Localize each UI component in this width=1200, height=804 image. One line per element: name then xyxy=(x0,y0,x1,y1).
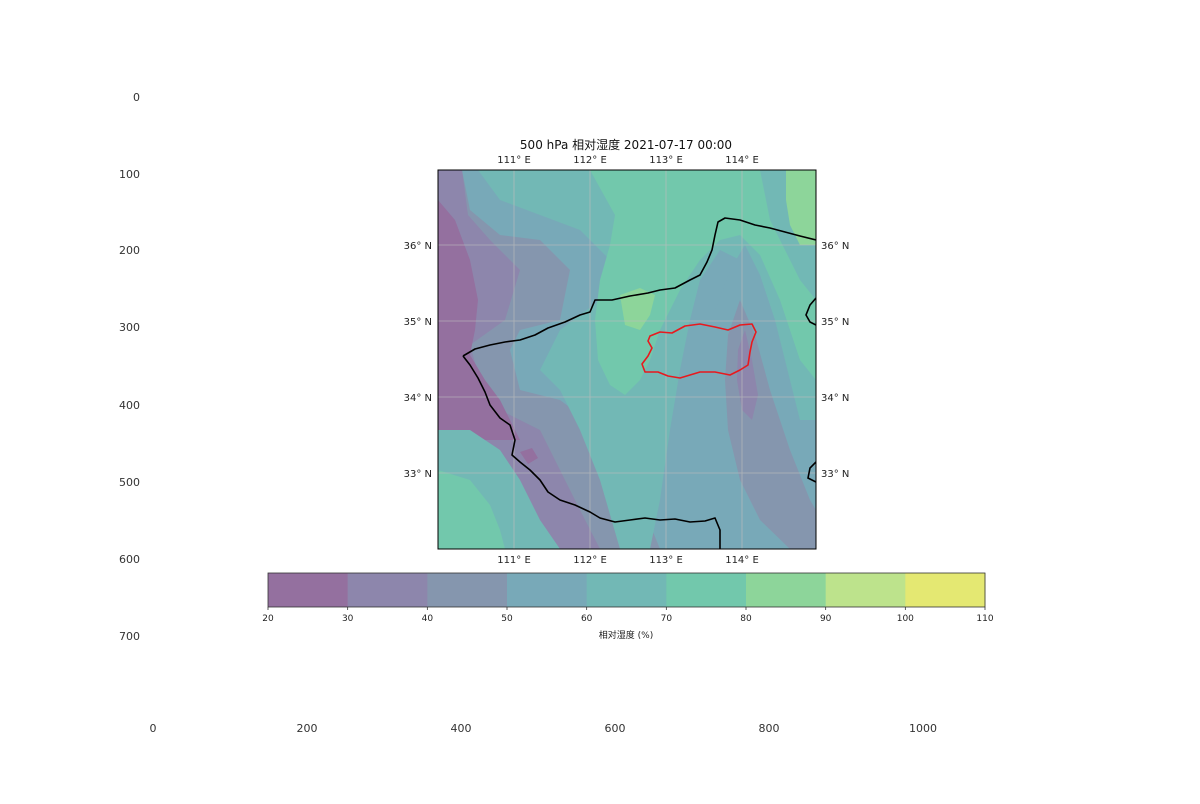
colorbar-swatch xyxy=(347,573,428,607)
colorbar-label: 相对湿度 (%) xyxy=(599,629,653,641)
colorbar-swatch xyxy=(268,573,349,607)
outer-x-tick: 1000 xyxy=(909,722,937,735)
colorbar-swatches xyxy=(268,573,986,607)
contour-band-80-90-center xyxy=(620,288,655,330)
lon-tick-bottom: 114° E xyxy=(725,555,759,566)
colorbar-swatch xyxy=(507,573,588,607)
colorbar-tick-label: 80 xyxy=(740,614,752,624)
lon-tick-top: 112° E xyxy=(573,155,607,166)
lat-tick-left: 35° N xyxy=(404,317,432,328)
contour-band-70-80-sw xyxy=(438,470,505,549)
colorbar-swatch xyxy=(586,573,667,607)
contour-band-20-30-small xyxy=(520,448,538,464)
province-boundary-north xyxy=(462,217,816,357)
graticule xyxy=(438,170,816,549)
colorbar-frame xyxy=(267,572,986,608)
map-panel xyxy=(437,169,817,550)
colorbar-swatch xyxy=(666,573,747,607)
lat-tick-left: 36° N xyxy=(404,241,432,252)
outer-y-tick: 0 xyxy=(133,91,140,104)
outer-x-tick: 800 xyxy=(759,722,780,735)
lat-tick-left: 33° N xyxy=(404,469,432,480)
outer-x-axis: 0 200 400 600 800 1000 xyxy=(150,722,938,735)
outer-y-tick: 700 xyxy=(119,630,140,643)
lat-tick-right: 34° N xyxy=(821,393,849,404)
colorbar-tick-label: 50 xyxy=(501,614,513,624)
outer-y-axis: 0 100 200 300 400 500 600 700 xyxy=(119,91,140,643)
colorbar-ticks: 20 30 40 50 60 70 80 90 100 110 xyxy=(262,607,994,624)
colorbar-tick-label: 110 xyxy=(976,614,993,624)
contour-band-80-90-ne xyxy=(786,170,816,245)
colorbar-swatch xyxy=(905,573,986,607)
lat-tick-left: 34° N xyxy=(404,393,432,404)
map-frame xyxy=(437,169,817,550)
outer-y-tick: 100 xyxy=(119,168,140,181)
outer-x-tick: 0 xyxy=(150,722,157,735)
lon-ticks-bottom: 111° E 112° E 113° E 114° E xyxy=(497,555,759,566)
outer-y-tick: 200 xyxy=(119,244,140,257)
highlight-region-outline xyxy=(641,323,757,379)
province-boundary-east-south xyxy=(807,461,816,483)
outer-y-tick: 500 xyxy=(119,476,140,489)
colorbar-tick-label: 40 xyxy=(422,614,434,624)
colorbar-swatch xyxy=(427,573,508,607)
lat-tick-right: 35° N xyxy=(821,317,849,328)
colorbar-tick-label: 100 xyxy=(897,614,914,624)
colorbar-tick-label: 20 xyxy=(262,614,274,624)
outer-y-tick: 600 xyxy=(119,553,140,566)
outer-y-tick: 300 xyxy=(119,321,140,334)
province-boundary-east xyxy=(805,297,816,326)
lon-tick-top: 113° E xyxy=(649,155,683,166)
lon-tick-bottom: 113° E xyxy=(649,555,683,566)
lat-tick-right: 36° N xyxy=(821,241,849,252)
outer-x-tick: 600 xyxy=(605,722,626,735)
lat-tick-right: 33° N xyxy=(821,469,849,480)
lon-tick-bottom: 111° E xyxy=(497,555,531,566)
map-title: 500 hPa 相对湿度 2021-07-17 00:00 xyxy=(520,137,732,152)
lat-ticks-right: 36° N 35° N 34° N 33° N xyxy=(821,241,849,480)
lat-ticks-left: 36° N 35° N 34° N 33° N xyxy=(404,241,432,480)
lon-tick-bottom: 112° E xyxy=(573,555,607,566)
colorbar-swatch xyxy=(825,573,906,607)
humidity-contours xyxy=(438,170,816,549)
colorbar: 20 30 40 50 60 70 80 90 100 110 相对湿度 (%) xyxy=(262,572,994,641)
contour-band-20-30 xyxy=(438,200,520,440)
colorbar-tick-label: 30 xyxy=(342,614,354,624)
colorbar-tick-label: 90 xyxy=(820,614,832,624)
outer-x-tick: 400 xyxy=(451,722,472,735)
lon-tick-top: 111° E xyxy=(497,155,531,166)
outer-x-tick: 200 xyxy=(297,722,318,735)
colorbar-tick-label: 60 xyxy=(581,614,593,624)
lon-ticks-top: 111° E 112° E 113° E 114° E xyxy=(497,155,759,166)
colorbar-tick-label: 70 xyxy=(661,614,673,624)
colorbar-swatch xyxy=(746,573,827,607)
province-boundary-south xyxy=(462,355,721,549)
lon-tick-top: 114° E xyxy=(725,155,759,166)
outer-y-tick: 400 xyxy=(119,399,140,412)
